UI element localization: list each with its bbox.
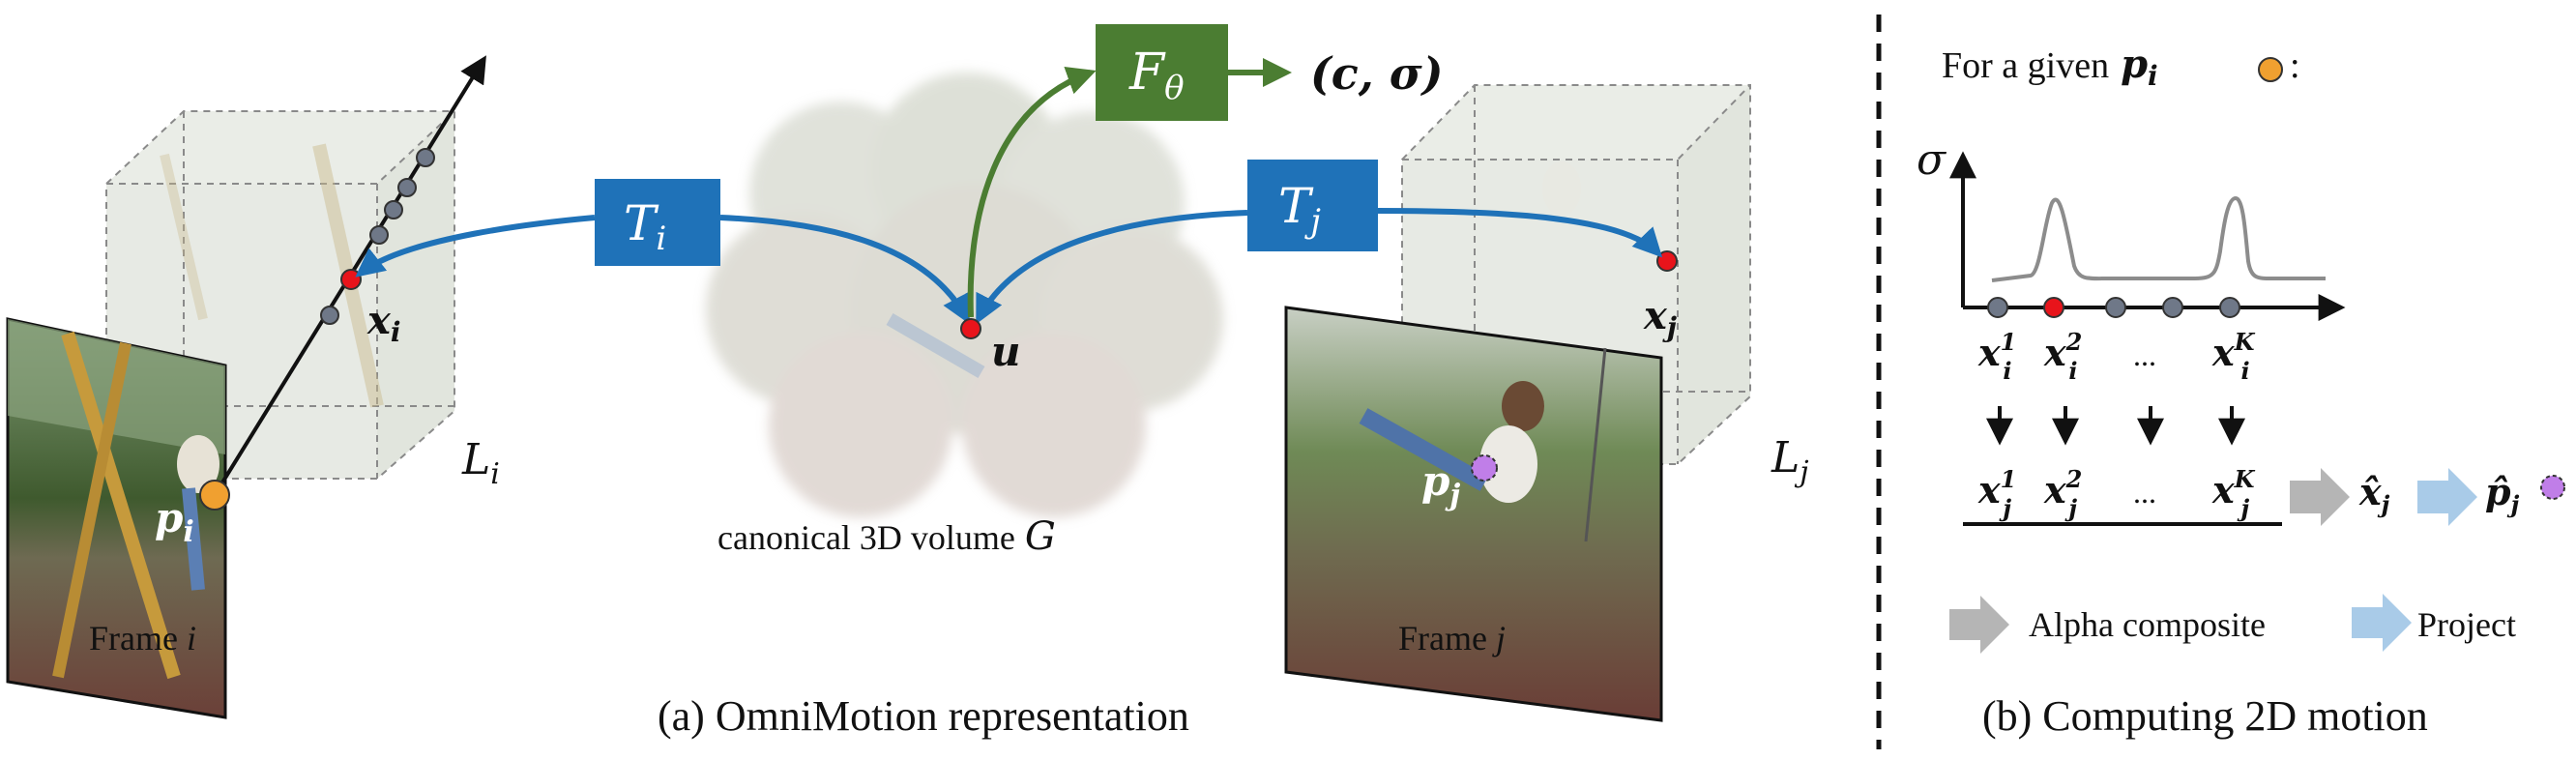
T-j-arrow-right <box>1377 208 1663 258</box>
p-i-orange-dot <box>2258 57 2283 82</box>
F-theta-symbol: Fθ <box>1128 44 1185 107</box>
T-i-arrow-left <box>355 215 596 278</box>
T-j-symbol: Tj <box>1278 178 1321 241</box>
frame-i-image <box>6 317 227 719</box>
density-curve <box>1991 195 2326 282</box>
samples-row-j: x1 j x2 j ... xK j <box>1977 465 2256 522</box>
sample-dot <box>1987 297 2008 318</box>
L-i-label: Li <box>461 435 500 491</box>
alpha-composite-arrow <box>2290 468 2350 526</box>
p-hat-j-label: p̂j <box>2485 470 2520 518</box>
sigma-axis-label: σ <box>1917 135 1947 185</box>
sample-dot <box>2162 297 2183 318</box>
sample-red-dot <box>2043 297 2064 318</box>
color-density-output: (c, σ) <box>1310 47 1443 100</box>
legend-alpha-label: Alpha composite <box>2029 605 2266 644</box>
p-j-label: pj <box>1421 457 1460 512</box>
down-arrows <box>1986 406 2245 446</box>
svg-text:x2j: x2 j <box>2043 465 2082 522</box>
panel-b-caption: (b) Computing 2D motion <box>1982 692 2428 740</box>
svg-text:...: ... <box>2133 475 2156 510</box>
panel-a-caption: (a) OmniMotion representation <box>658 692 1189 740</box>
u-label: u <box>991 328 1021 375</box>
F-theta-box: Fθ <box>1096 24 1228 121</box>
legend-project-arrow <box>2352 594 2412 652</box>
svg-text:x1i: x1 i <box>1977 328 2016 385</box>
sample-dot <box>2219 297 2240 318</box>
canonical-volume-label: canonical 3D volume G <box>717 514 1056 559</box>
frame-j-label: Frame j <box>1398 619 1506 658</box>
x-j-label: xj <box>1643 293 1677 343</box>
T-j-box: Tj <box>1247 160 1378 251</box>
T-j-arrow-left <box>976 210 1248 325</box>
u-red-dot <box>960 318 981 339</box>
svg-text:xKi: xK i <box>2211 328 2256 385</box>
u-to-F-arrow <box>967 66 1097 318</box>
x-hat-j-label: x̂j <box>2358 470 2390 518</box>
project-arrow <box>2417 468 2477 526</box>
legend: Alpha composite Project <box>1949 594 2516 654</box>
legend-alpha-arrow <box>1949 596 2009 654</box>
p-i-label: pi <box>155 494 194 549</box>
ray-sample-dot <box>320 306 339 325</box>
samples-row-i: x1 i x2 i ... xK i <box>1977 328 2256 385</box>
svg-text:xKj: xK j <box>2211 465 2256 522</box>
legend-project-label: Project <box>2417 605 2516 644</box>
ray-sample-dot <box>369 225 389 245</box>
p-hat-purple-dot <box>2540 475 2565 500</box>
L-j-label: Lj <box>1771 433 1809 489</box>
ray-sample-dot <box>384 200 403 219</box>
p-j-dot <box>1471 454 1498 482</box>
ray-sample-red-dot <box>340 269 362 290</box>
panel-b-header-colon: : <box>2290 45 2300 86</box>
x-i-label: xi <box>366 298 401 348</box>
svg-text:...: ... <box>2133 337 2156 372</box>
ray-sample-dot <box>397 178 417 197</box>
svg-text:x1j: x1 j <box>1977 465 2016 522</box>
T-i-box: Ti <box>595 179 720 266</box>
x-j-red-dot <box>1656 250 1678 272</box>
T-i-symbol: Ti <box>624 195 666 258</box>
panel-b-header: For a given pi <box>1942 42 2158 92</box>
pixel-p-i-dot <box>199 480 230 511</box>
frame-i-label: Frame i <box>89 619 196 658</box>
svg-text:x2i: x2 i <box>2043 328 2082 385</box>
canonical-volume-cloud <box>706 73 1223 517</box>
ray-sample-dot <box>416 148 435 167</box>
T-i-arrow-right <box>719 215 970 325</box>
frame-j-image <box>1284 306 1663 722</box>
sample-dot <box>2105 297 2126 318</box>
